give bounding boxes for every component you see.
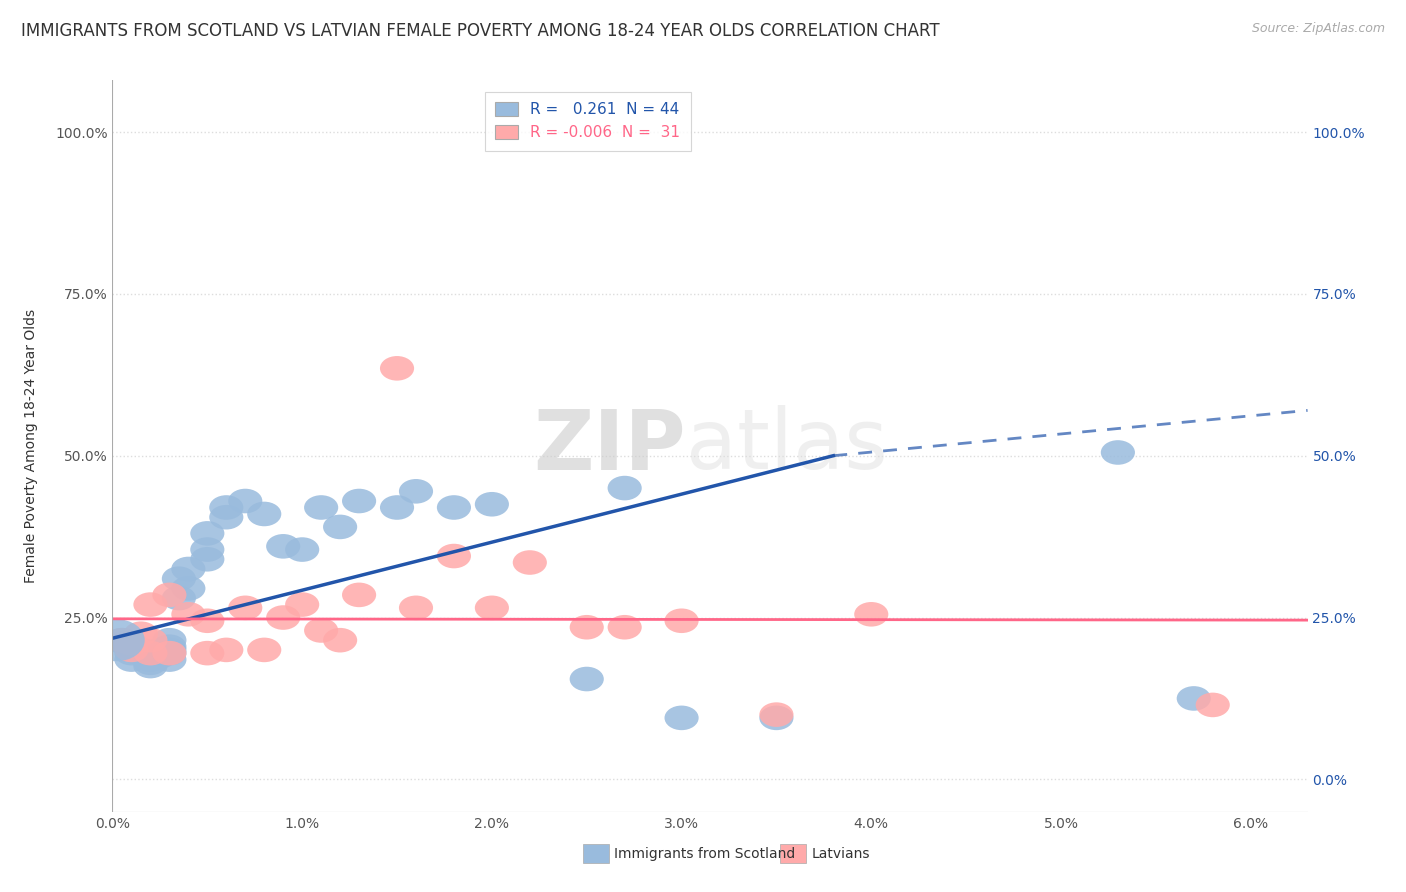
- Text: IMMIGRANTS FROM SCOTLAND VS LATVIAN FEMALE POVERTY AMONG 18-24 YEAR OLDS CORRELA: IMMIGRANTS FROM SCOTLAND VS LATVIAN FEMA…: [21, 22, 939, 40]
- Text: Immigrants from Scotland: Immigrants from Scotland: [614, 847, 796, 861]
- Text: Source: ZipAtlas.com: Source: ZipAtlas.com: [1251, 22, 1385, 36]
- Y-axis label: Female Poverty Among 18-24 Year Olds: Female Poverty Among 18-24 Year Olds: [24, 309, 38, 583]
- Text: atlas: atlas: [686, 406, 887, 486]
- Legend: R =   0.261  N = 44, R = -0.006  N =  31: R = 0.261 N = 44, R = -0.006 N = 31: [485, 92, 692, 151]
- Text: Latvians: Latvians: [811, 847, 870, 861]
- Text: ZIP: ZIP: [534, 406, 686, 486]
- Ellipse shape: [87, 619, 145, 661]
